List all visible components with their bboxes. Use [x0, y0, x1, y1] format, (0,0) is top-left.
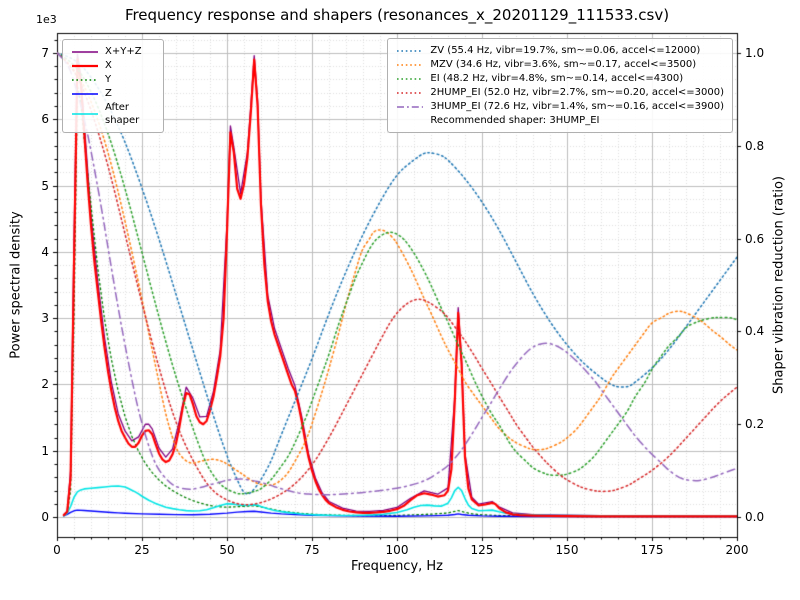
y-right-tick-label: 0.8 — [745, 138, 765, 153]
y-left-tick-label: 2 — [41, 377, 49, 392]
legend-shapers: ZV (55.4 Hz, vibr=19.7%, sm~=0.06, accel… — [387, 38, 733, 133]
y-left-tick-label: 1 — [41, 443, 49, 458]
y-left-tick-label: 3 — [41, 311, 49, 326]
legend-item-shaper-mzv: MZV (34.6 Hz, vibr=3.6%, sm~=0.17, accel… — [396, 58, 724, 71]
legend-item-shaper-zv: ZV (55.4 Hz, vibr=19.7%, sm~=0.06, accel… — [396, 44, 724, 57]
y-right-tick-label: 1.0 — [745, 45, 765, 60]
legend-label: Recommended shaper: 3HUMP_EI — [430, 115, 600, 126]
y-right-tick-label: 0.2 — [745, 417, 765, 432]
shaper-zv-legend-line — [397, 49, 424, 52]
x-tick-label: 175 — [640, 543, 664, 557]
legend-item-shaper-2hump-ei: 2HUMP_EI (52.0 Hz, vibr=2.7%, sm~=0.20, … — [396, 86, 724, 99]
legend-item-recommendation: Recommended shaper: 3HUMP_EI — [396, 114, 724, 127]
legend-label: Y — [105, 74, 112, 85]
x-tick-label: 100 — [385, 543, 409, 557]
y-left-tick-label: 7 — [41, 45, 49, 60]
psd-sum-legend-line — [72, 50, 98, 53]
x-tick-label: 200 — [725, 543, 749, 557]
legend-label: After shaper — [105, 102, 140, 126]
legend-label: EI (48.2 Hz, vibr=4.8%, sm~=0.14, accel<… — [430, 73, 684, 84]
x-tick-label: 25 — [134, 543, 150, 557]
x-tick-label: 150 — [555, 543, 579, 557]
shaper-ei-legend-line — [397, 77, 424, 80]
y-axis-multiplier-label: 1e3 — [36, 13, 57, 26]
chart-title: Frequency response and shapers (resonanc… — [124, 6, 670, 24]
y-left-tick-label: 6 — [41, 112, 49, 127]
psd-z-legend-line — [72, 92, 98, 95]
legend-label: X+Y+Z — [105, 46, 142, 57]
legend-item-psd-after-shaper: After shaper — [71, 101, 155, 127]
legend-label: 3HUMP_EI (72.6 Hz, vibr=1.4%, sm~=0.16, … — [430, 101, 724, 112]
x-tick-label: 0 — [53, 543, 61, 557]
x-tick-label: 75 — [304, 543, 320, 557]
shaper-2hump-ei-legend-line — [397, 91, 424, 94]
y-left-tick-label: 4 — [41, 244, 49, 259]
legend-label: X — [105, 60, 112, 71]
y-right-tick-label: 0.4 — [745, 324, 765, 339]
x-tick-label: 50 — [219, 543, 235, 557]
legend-label: 2HUMP_EI (52.0 Hz, vibr=2.7%, sm~=0.20, … — [430, 87, 724, 98]
y-right-tick-label: 0.6 — [745, 231, 765, 246]
shaper-3hump-ei-legend-line — [397, 105, 424, 108]
legend-psd: X+Y+Z X Y Z After shaper — [62, 39, 164, 133]
x-tick-label: 125 — [470, 543, 494, 557]
legend-item-shaper-ei: EI (48.2 Hz, vibr=4.8%, sm~=0.14, accel<… — [396, 72, 724, 85]
legend-item-psd-y: Y — [71, 73, 155, 86]
y-axis-label-left: Power spectral density — [8, 211, 24, 359]
shaper-mzv-legend-line — [397, 63, 424, 66]
legend-item-psd-x: X — [71, 59, 155, 72]
y-right-tick-label: 0.0 — [745, 510, 765, 525]
legend-spacer — [396, 116, 424, 126]
psd-y-legend-line — [72, 78, 98, 81]
y-left-tick-label: 5 — [41, 178, 49, 193]
y-axis-label-right: Shaper vibration reduction (ratio) — [771, 176, 787, 394]
psd-after-shaper-legend-line — [72, 113, 98, 115]
legend-label: ZV (55.4 Hz, vibr=19.7%, sm~=0.06, accel… — [430, 45, 701, 56]
psd-x-legend-line — [72, 64, 98, 67]
legend-item-psd-sum: X+Y+Z — [71, 45, 155, 58]
legend-item-psd-z: Z — [71, 87, 155, 100]
legend-item-shaper-3hump-ei: 3HUMP_EI (72.6 Hz, vibr=1.4%, sm~=0.16, … — [396, 100, 724, 113]
y-left-tick-label: 0 — [41, 510, 49, 525]
legend-label: Z — [105, 88, 112, 99]
legend-label: MZV (34.6 Hz, vibr=3.6%, sm~=0.17, accel… — [430, 59, 697, 70]
x-axis-label: Frequency, Hz — [350, 559, 444, 574]
